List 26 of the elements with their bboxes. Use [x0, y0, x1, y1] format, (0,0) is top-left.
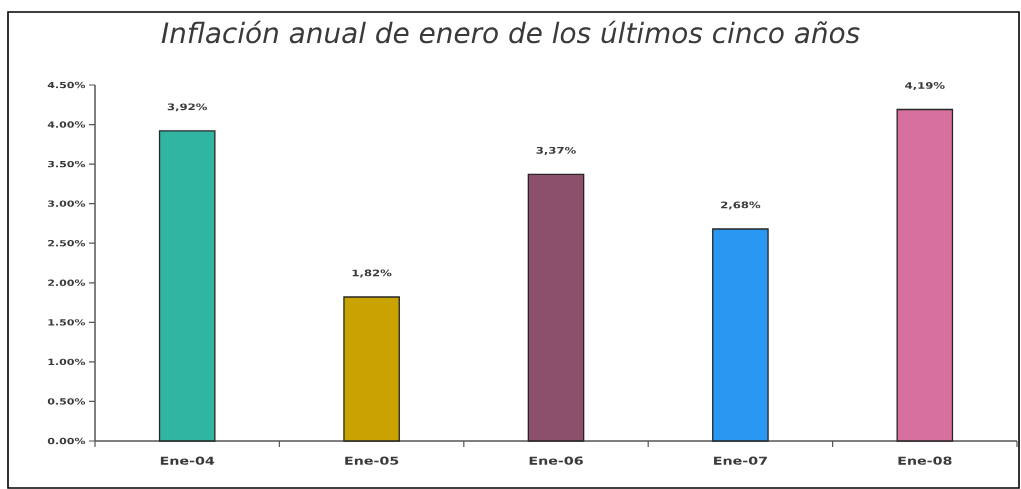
- x-tick-label: Ene-08: [898, 456, 952, 465]
- bar: [527, 173, 585, 442]
- data-label: 4,19%: [905, 82, 945, 91]
- y-tick-label: 3.50%: [48, 160, 86, 168]
- bar: [712, 228, 769, 442]
- data-label: 2,68%: [721, 201, 761, 210]
- y-tick-label: 0.50%: [47, 398, 86, 405]
- data-label: 3,92%: [167, 103, 208, 112]
- x-tick-label: Ene-07: [714, 456, 767, 465]
- y-tick-label: 3.00%: [48, 200, 86, 207]
- bar: [896, 108, 954, 442]
- bar: [158, 130, 216, 442]
- y-tick-label: 1.00%: [48, 358, 86, 366]
- data-label: 1,82%: [352, 269, 392, 278]
- y-tick-label: 2.00%: [48, 279, 86, 286]
- x-tick-label: Ene-04: [160, 456, 215, 465]
- y-tick-label: 4.00%: [47, 121, 86, 128]
- y-tick-label: 2.50%: [48, 240, 86, 247]
- y-tick-label: 4.50%: [47, 81, 86, 89]
- data-label: 3,37%: [536, 146, 576, 155]
- x-tick-label: Ene-06: [529, 456, 583, 465]
- bar: [343, 296, 400, 442]
- y-tick-label: 1.50%: [48, 319, 86, 326]
- chart-title: Inflación anual de enero de los últimos cinco años: [161, 20, 860, 44]
- x-tick-label: Ene-05: [345, 456, 399, 465]
- y-tick-label: 0.00%: [47, 437, 86, 445]
